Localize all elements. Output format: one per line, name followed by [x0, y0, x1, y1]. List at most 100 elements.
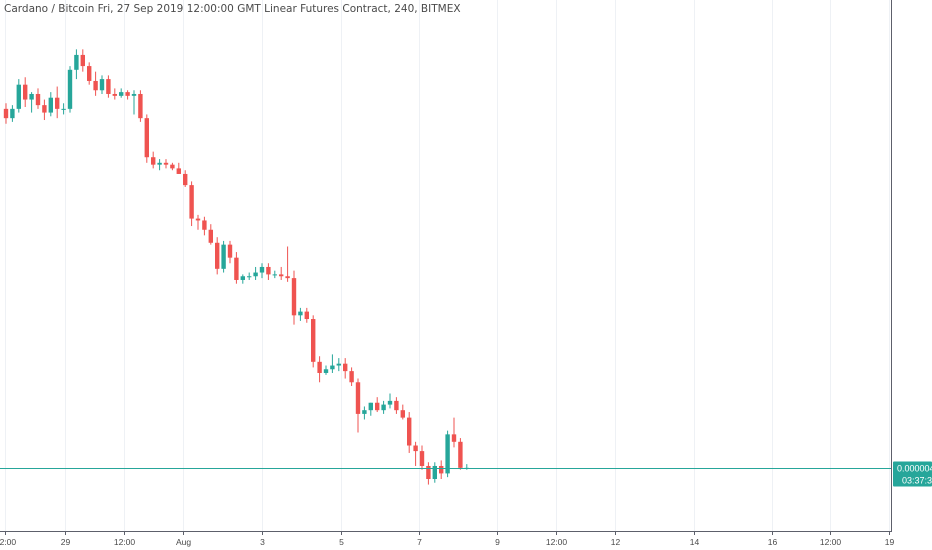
candle-body	[426, 465, 431, 479]
candle	[426, 462, 431, 485]
candle	[304, 307, 309, 323]
candle-body	[16, 84, 21, 109]
candle	[330, 354, 335, 373]
x-tick-label: 12:00	[114, 537, 136, 547]
candle	[131, 90, 137, 115]
candle-body	[285, 276, 290, 279]
candle	[240, 274, 245, 284]
candle-body	[55, 97, 60, 109]
candle-body	[311, 319, 316, 362]
x-tick-label: Aug	[176, 537, 191, 547]
candle-body	[368, 402, 373, 411]
candle	[227, 240, 233, 264]
candle	[151, 151, 156, 169]
bar-countdown: 03:37:33	[902, 476, 932, 486]
candle	[93, 71, 98, 96]
candle	[208, 224, 213, 245]
candle	[375, 397, 380, 413]
candle-body	[330, 365, 335, 370]
candle	[400, 404, 405, 420]
candle	[451, 417, 457, 448]
candle-body	[144, 118, 149, 158]
candle	[311, 315, 316, 368]
candle-body	[362, 410, 367, 414]
candle	[279, 266, 284, 280]
candle	[170, 162, 175, 171]
candle	[439, 460, 444, 479]
candle	[234, 252, 239, 284]
candle	[74, 49, 79, 80]
candle-body	[279, 274, 284, 277]
candle-body	[61, 108, 66, 110]
x-tick-label: 12:00	[546, 537, 568, 547]
candle-body	[138, 93, 143, 119]
candle-body	[125, 92, 130, 96]
x-tick-label: 12:00	[820, 537, 842, 547]
candle	[138, 90, 143, 122]
candle-body	[439, 465, 444, 474]
candle	[291, 270, 297, 325]
candle-body	[99, 79, 105, 91]
x-tick-label: 5	[339, 537, 344, 547]
candle	[368, 402, 373, 416]
candle	[80, 49, 85, 72]
candle-body	[176, 168, 181, 174]
candle-body	[29, 93, 34, 100]
candle-body	[253, 272, 258, 277]
candle-body	[227, 244, 233, 258]
candle	[29, 92, 34, 113]
candle-body	[298, 311, 303, 316]
candle	[407, 412, 412, 453]
candle	[35, 88, 41, 109]
candle-body	[87, 66, 92, 81]
candle	[16, 79, 21, 113]
x-tick-label: 12:00	[0, 537, 16, 547]
candle-body	[189, 185, 194, 219]
axes	[0, 0, 892, 532]
candle	[87, 62, 92, 85]
candle-body	[131, 93, 137, 96]
candle-body	[35, 93, 41, 106]
candle-body	[221, 244, 226, 269]
candle	[42, 99, 47, 121]
candle	[221, 240, 226, 273]
chart-title: Cardano / Bitcoin Fri, 27 Sep 2019 12:00…	[4, 3, 461, 15]
candle	[144, 114, 149, 163]
candle-body	[323, 369, 329, 373]
candle-body	[112, 93, 117, 96]
x-tick-label: 16	[768, 537, 778, 547]
candle-body	[387, 400, 393, 405]
candle	[112, 88, 117, 100]
candle	[23, 77, 28, 107]
time-axis[interactable]: 12:00 29 12:00 Aug 3 5 7 9 12:00 12 14 16 12:00 19	[0, 531, 894, 547]
candle-body	[74, 54, 79, 70]
candle-body	[432, 465, 437, 479]
candle	[3, 103, 9, 124]
x-tick-label: 3	[260, 537, 265, 547]
candle	[413, 441, 418, 466]
candle	[298, 307, 303, 321]
candle-body	[208, 229, 213, 243]
x-tick-label: 9	[495, 537, 500, 547]
candle	[55, 86, 60, 119]
candle	[317, 356, 322, 383]
candle-body	[291, 278, 297, 316]
candle	[215, 237, 220, 275]
candle-body	[394, 400, 399, 411]
candle-body	[413, 445, 418, 452]
candle-body	[119, 92, 124, 96]
candlestick-series	[3, 49, 469, 485]
candle	[247, 272, 252, 280]
candle-body	[355, 382, 361, 414]
candle	[99, 75, 105, 94]
x-tick-label: 7	[417, 537, 422, 547]
candle	[163, 159, 169, 169]
candle-body	[343, 363, 348, 372]
candle-body	[234, 257, 239, 280]
candle-body	[163, 162, 169, 165]
candle	[323, 365, 329, 375]
candle	[61, 103, 66, 115]
candle-body	[445, 434, 450, 474]
candle	[125, 90, 130, 100]
